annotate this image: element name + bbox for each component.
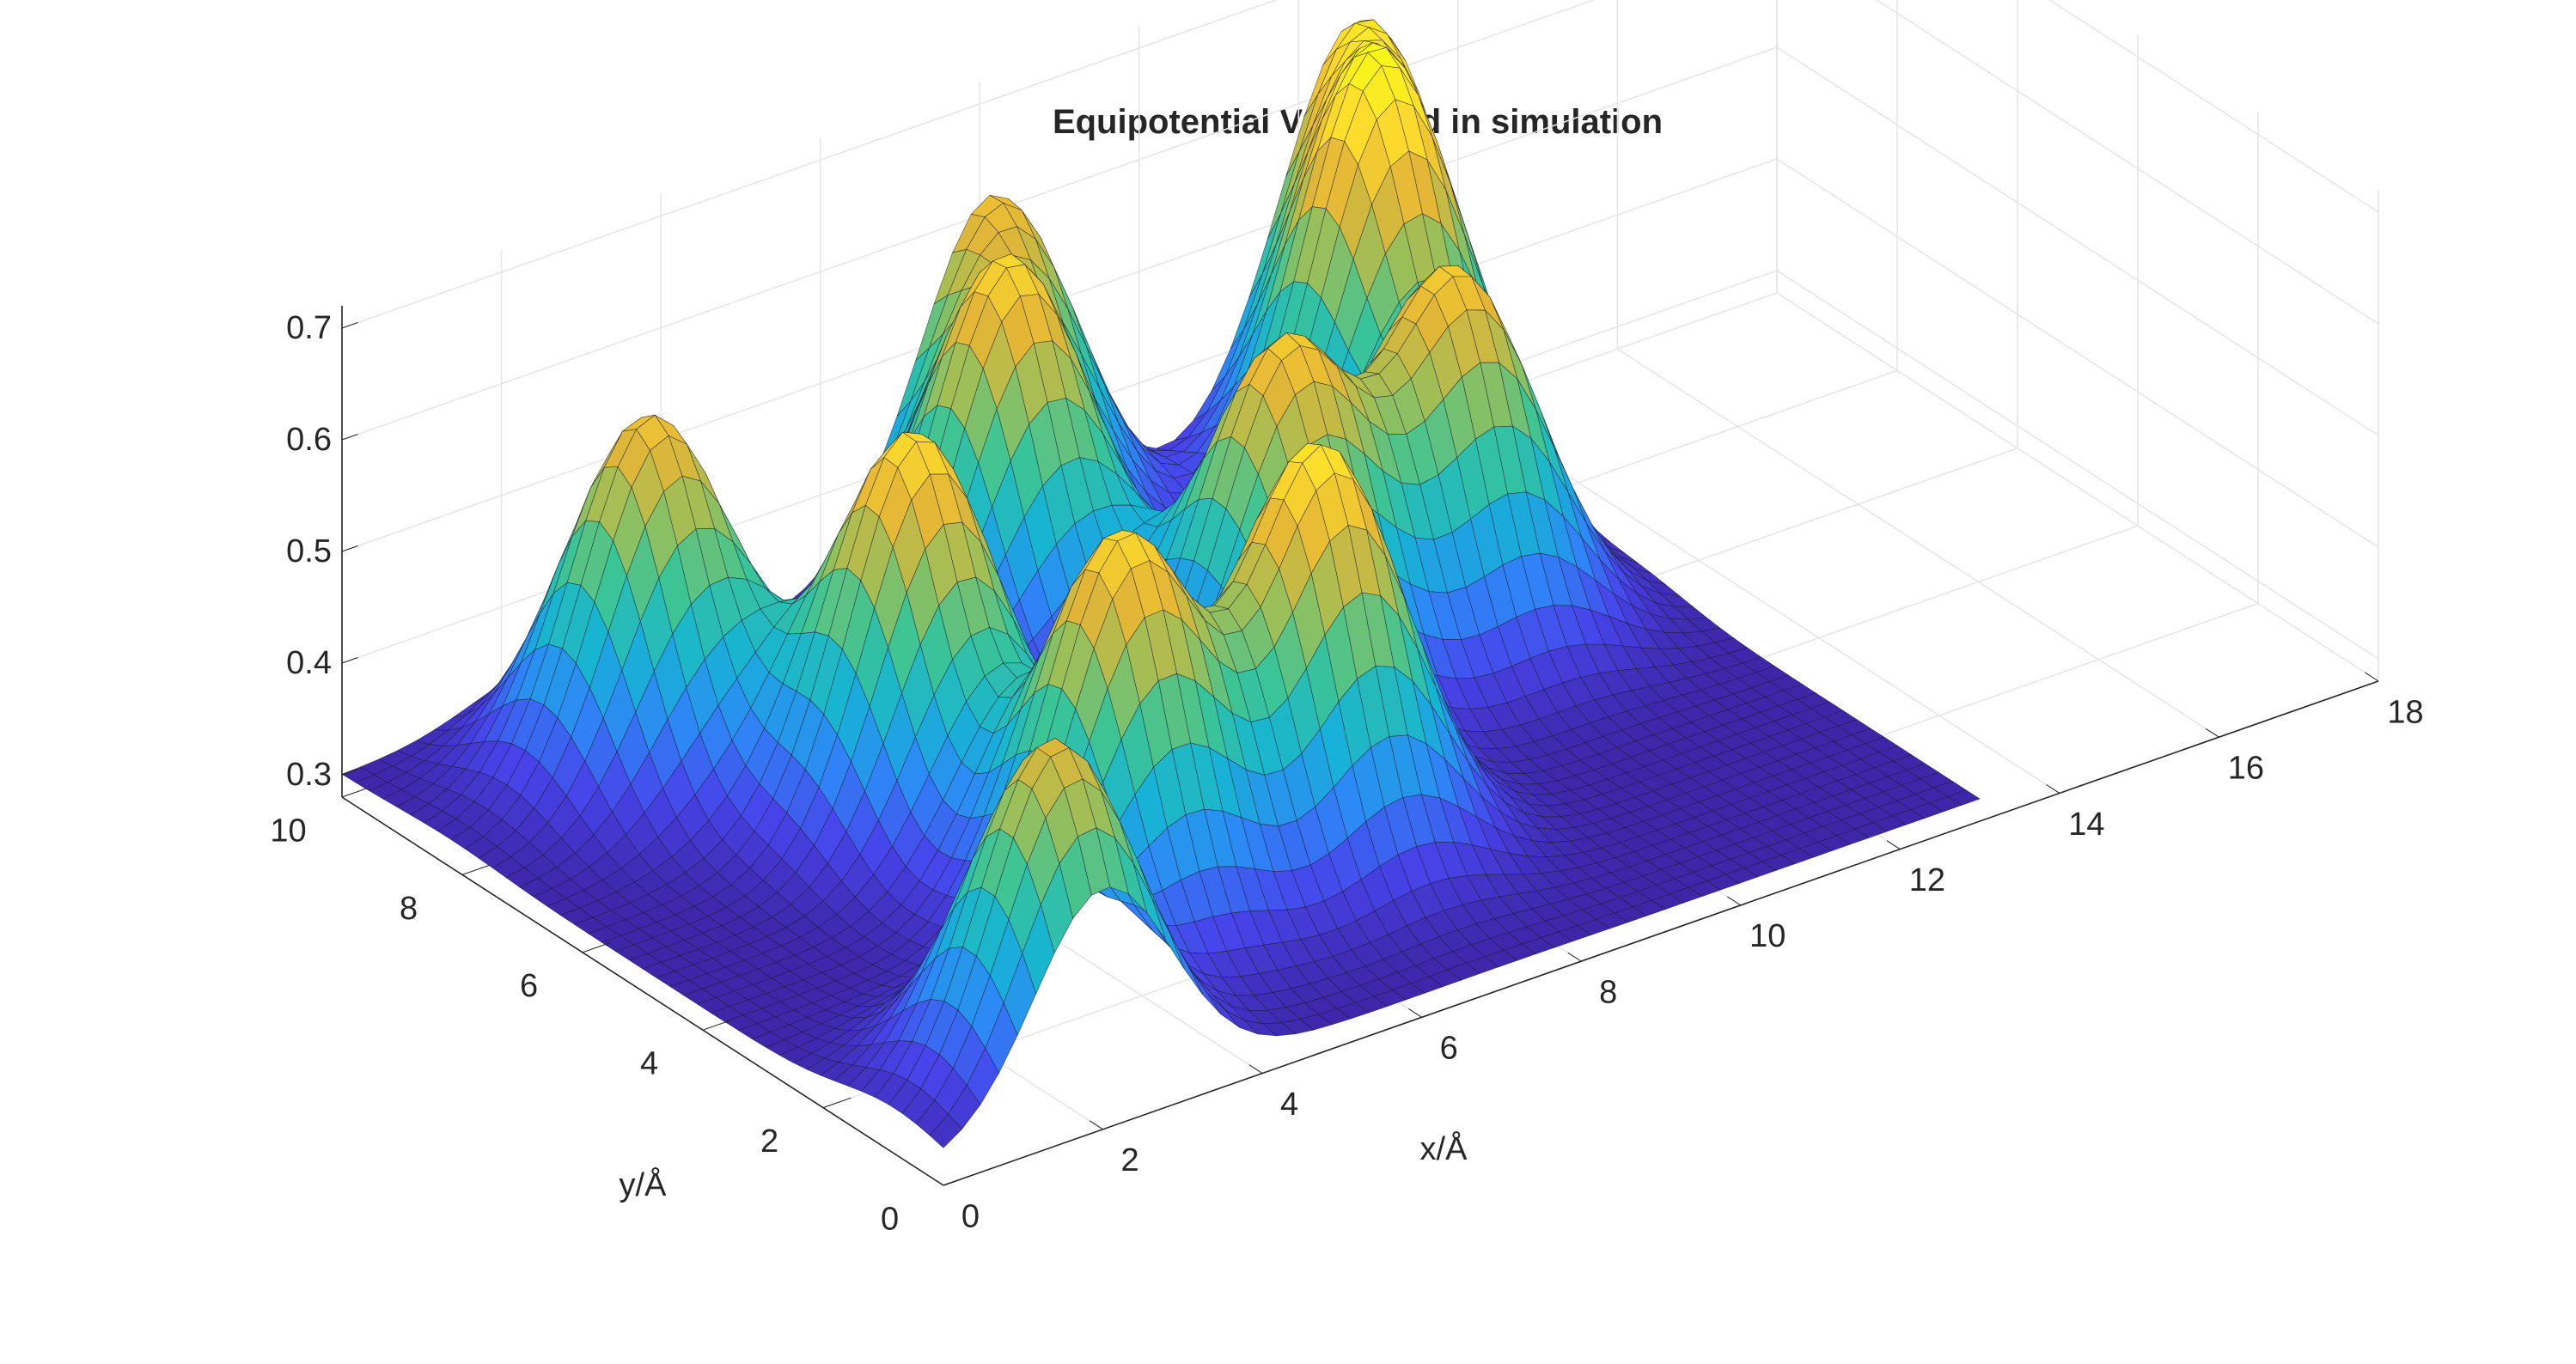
z-tick-mark bbox=[341, 322, 358, 329]
x-tick-label: 0 bbox=[961, 1198, 980, 1234]
x-tick-mark bbox=[930, 1176, 944, 1186]
sidewall-gridline-z bbox=[1776, 270, 2379, 660]
z-tick-label: 0.5 bbox=[286, 533, 332, 569]
y-tick-mark bbox=[702, 1020, 731, 1031]
y-tick-mark bbox=[582, 941, 611, 953]
floor-gridline-x bbox=[1776, 292, 2379, 682]
x-tick-label: 6 bbox=[1440, 1031, 1458, 1067]
surface-cell bbox=[929, 1113, 962, 1148]
x-tick-mark bbox=[1727, 896, 1742, 906]
x-tick-label: 16 bbox=[2228, 751, 2264, 787]
sidewall-gridline-z bbox=[2048, 0, 2379, 213]
x-axis-line bbox=[943, 680, 2379, 1186]
y-tick-mark bbox=[943, 1175, 972, 1186]
axis-ticks: 0 2 4 6 8 10 12 14 16 18 0 2 4 6 8 10 0.3 0.4 0.5 0.6 0.7 bbox=[270, 310, 2423, 1237]
x-tick-label: 10 bbox=[1749, 918, 1785, 954]
x-tick-mark bbox=[1567, 952, 1582, 962]
surface-mesh bbox=[341, 19, 1981, 1148]
y-tick-label: 0 bbox=[881, 1201, 899, 1237]
x-axis-label: x/Å bbox=[1420, 1130, 1468, 1167]
sidewall-gridline-z bbox=[1875, 0, 2379, 325]
backwall-gridline-z bbox=[341, 0, 1279, 329]
y-axis-label: y/Å bbox=[620, 1166, 668, 1203]
floor-gridline-x bbox=[1617, 348, 2219, 738]
x-tick-mark bbox=[1248, 1064, 1263, 1074]
y-tick-mark bbox=[341, 787, 370, 798]
y-axis-line bbox=[341, 796, 944, 1186]
z-tick-label: 0.3 bbox=[286, 757, 332, 793]
x-tick-mark bbox=[1407, 1008, 1422, 1018]
z-tick-mark bbox=[341, 657, 358, 664]
y-tick-label: 8 bbox=[400, 891, 418, 927]
x-tick-mark bbox=[1089, 1120, 1103, 1130]
x-tick-label: 8 bbox=[1599, 974, 1617, 1010]
z-tick-label: 0.7 bbox=[286, 310, 332, 346]
x-tick-mark bbox=[2205, 728, 2219, 738]
x-tick-label: 14 bbox=[2068, 807, 2104, 843]
x-tick-label: 2 bbox=[1120, 1142, 1138, 1178]
z-tick-label: 0.4 bbox=[286, 645, 332, 681]
sidewall-gridline-z bbox=[1776, 158, 2379, 548]
z-tick-label: 0.6 bbox=[286, 422, 332, 458]
y-tick-mark bbox=[461, 864, 491, 875]
y-tick-label: 2 bbox=[760, 1123, 778, 1160]
x-tick-mark bbox=[2046, 784, 2060, 794]
z-tick-mark bbox=[341, 545, 358, 552]
x-tick-label: 18 bbox=[2387, 694, 2423, 730]
x-tick-mark bbox=[1886, 840, 1901, 850]
backwall-gridline-z bbox=[341, 0, 1596, 441]
y-tick-mark bbox=[822, 1097, 852, 1109]
y-tick-label: 4 bbox=[640, 1046, 658, 1082]
x-tick-label: 4 bbox=[1280, 1087, 1298, 1123]
sidewall-gridline-z bbox=[1776, 46, 2379, 436]
z-tick-mark bbox=[341, 434, 358, 441]
x-tick-mark bbox=[2365, 672, 2379, 682]
y-tick-label: 10 bbox=[270, 813, 306, 849]
x-tick-label: 12 bbox=[1909, 862, 1945, 898]
z-tick-mark bbox=[341, 769, 358, 776]
y-tick-label: 6 bbox=[520, 968, 538, 1004]
